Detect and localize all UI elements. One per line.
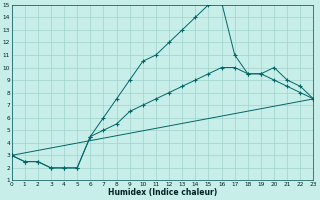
X-axis label: Humidex (Indice chaleur): Humidex (Indice chaleur) [108,188,217,197]
